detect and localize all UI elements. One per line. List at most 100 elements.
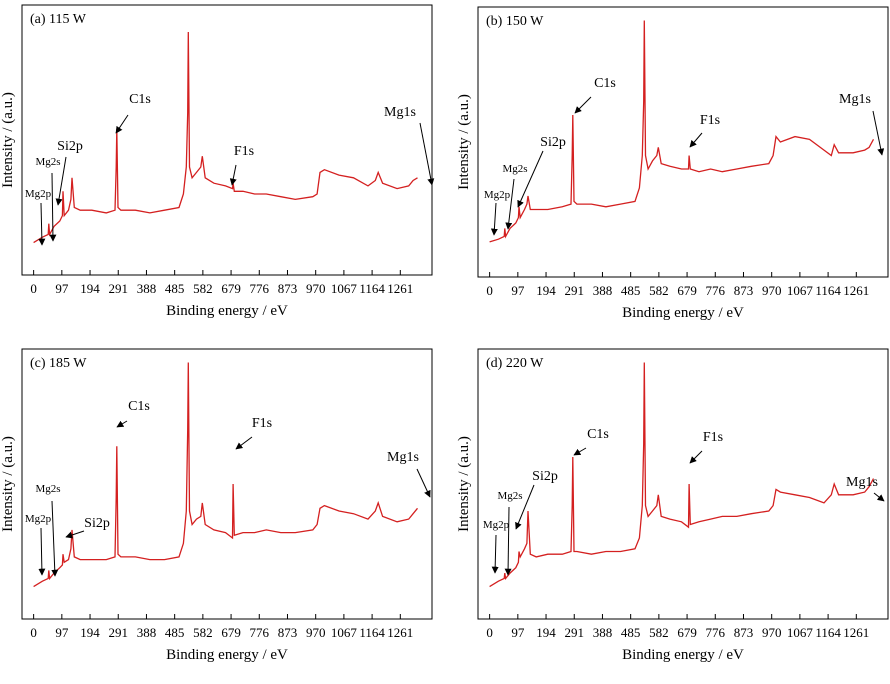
x-tick-label: 1261	[387, 625, 413, 640]
plot-frame	[21, 348, 433, 620]
x-tick-label: 970	[306, 281, 326, 296]
peak-label: Mg2p	[483, 519, 510, 531]
x-tick-label: 582	[193, 625, 213, 640]
peak-arrow	[416, 468, 431, 498]
x-axis-label: Binding energy / eV	[166, 303, 288, 319]
plot-frame	[21, 4, 433, 276]
peak-label: Si2p	[540, 135, 566, 150]
peak-label: Si2p	[84, 516, 110, 531]
x-tick-label: 194	[536, 283, 556, 298]
peak-arrow	[490, 202, 498, 236]
peak-label: Mg1s	[846, 475, 878, 490]
peak-label: C1s	[129, 92, 151, 107]
peak-label: F1s	[252, 416, 272, 431]
x-tick-label: 873	[734, 625, 754, 640]
peak-label: C1s	[587, 427, 609, 442]
x-tick-label: 679	[677, 625, 697, 640]
x-tick-label: 582	[649, 625, 669, 640]
panel: (a) 115 W 0 97 194 291 388 485 582 679 776 873 970 1…	[0, 4, 435, 319]
x-tick-label: 291	[108, 625, 128, 640]
panel-title: (b) 150 W	[486, 14, 544, 29]
peak-label: Mg2p	[25, 188, 52, 200]
x-tick-label: 582	[193, 281, 213, 296]
spectrum-line	[489, 20, 875, 243]
x-tick-label: 679	[677, 283, 697, 298]
peak-label: F1s	[700, 113, 720, 128]
x-tick-label: 970	[306, 625, 326, 640]
x-tick-label: 1067	[787, 625, 814, 640]
x-tick-label: 97	[55, 281, 69, 296]
peak-arrow	[229, 164, 237, 186]
x-tick-label: 873	[278, 625, 298, 640]
panel-title: (c) 185 W	[30, 356, 87, 371]
x-tick-label: 388	[137, 281, 157, 296]
x-tick-label: 1261	[843, 625, 869, 640]
peak-arrow	[872, 110, 885, 156]
spectrum-line	[489, 362, 875, 588]
peak-arrow	[689, 450, 703, 464]
peak-label: Mg2p	[25, 513, 52, 525]
y-axis-label: Intensity / (a.u.)	[0, 92, 16, 188]
peak-arrow	[65, 530, 85, 539]
x-tick-label: 679	[221, 281, 241, 296]
x-axis-label: Binding energy / eV	[622, 647, 744, 663]
x-tick-label: 1164	[815, 625, 841, 640]
plot-frame	[477, 348, 889, 620]
peak-arrow	[574, 96, 592, 114]
x-tick-label: 1164	[359, 281, 385, 296]
peak-arrow	[873, 492, 885, 502]
x-tick-label: 970	[762, 283, 782, 298]
y-axis-label: Intensity / (a.u.)	[456, 94, 472, 190]
x-tick-label: 776	[250, 281, 270, 296]
x-tick-label: 776	[250, 625, 270, 640]
peak-arrow	[49, 172, 57, 242]
x-tick-label: 1164	[359, 625, 385, 640]
x-tick-label: 485	[621, 283, 641, 298]
peak-arrow	[38, 527, 46, 576]
panel: (c) 185 W 0 97 194 291 388 485 582 679 776 873 970 1…	[0, 348, 433, 663]
x-tick-label: 388	[593, 283, 613, 298]
x-tick-label: 97	[511, 625, 524, 640]
spectrum-line	[33, 362, 419, 588]
peak-arrow	[505, 178, 515, 230]
spectrum-line	[33, 31, 418, 244]
x-tick-label: 485	[621, 625, 641, 640]
peak-label: Mg2s	[497, 490, 522, 502]
peak-arrow	[115, 114, 129, 134]
x-tick-label: 388	[593, 625, 613, 640]
x-tick-label: 0	[486, 625, 493, 640]
peak-arrow	[517, 150, 544, 208]
x-tick-label: 1261	[843, 283, 869, 298]
x-tick-label: 1261	[387, 281, 413, 296]
x-tick-label: 291	[564, 283, 584, 298]
x-tick-label: 873	[278, 281, 298, 296]
peak-arrow	[38, 202, 46, 246]
x-tick-label: 970	[762, 625, 782, 640]
x-tick-label: 0	[30, 625, 36, 640]
peak-arrow	[491, 534, 499, 574]
peak-label: Mg2s	[35, 156, 60, 168]
peak-arrow	[419, 122, 435, 186]
peak-arrow	[235, 436, 253, 450]
peak-label: Mg2p	[484, 189, 511, 201]
x-tick-label: 1067	[331, 281, 358, 296]
panel-title: (d) 220 W	[486, 356, 544, 371]
x-tick-label: 388	[137, 625, 157, 640]
x-tick-label: 291	[564, 625, 584, 640]
peak-label: Mg2s	[502, 163, 527, 175]
x-tick-label: 1164	[815, 283, 841, 298]
peak-label: C1s	[594, 76, 616, 91]
x-tick-label: 0	[30, 281, 36, 296]
x-tick-label: 485	[165, 625, 185, 640]
peak-arrow	[116, 420, 128, 428]
peak-arrow	[504, 506, 512, 576]
peak-label: F1s	[703, 430, 723, 445]
x-tick-label: 776	[706, 625, 726, 640]
x-axis-label: Binding energy / eV	[622, 305, 744, 321]
panel: (d) 220 W 0 97 194 291 388 485 582 679 776 873 970 1…	[456, 348, 889, 663]
x-tick-label: 194	[80, 625, 100, 640]
x-axis-label: Binding energy / eV	[166, 647, 288, 663]
y-axis-label: Intensity / (a.u.)	[0, 436, 16, 532]
